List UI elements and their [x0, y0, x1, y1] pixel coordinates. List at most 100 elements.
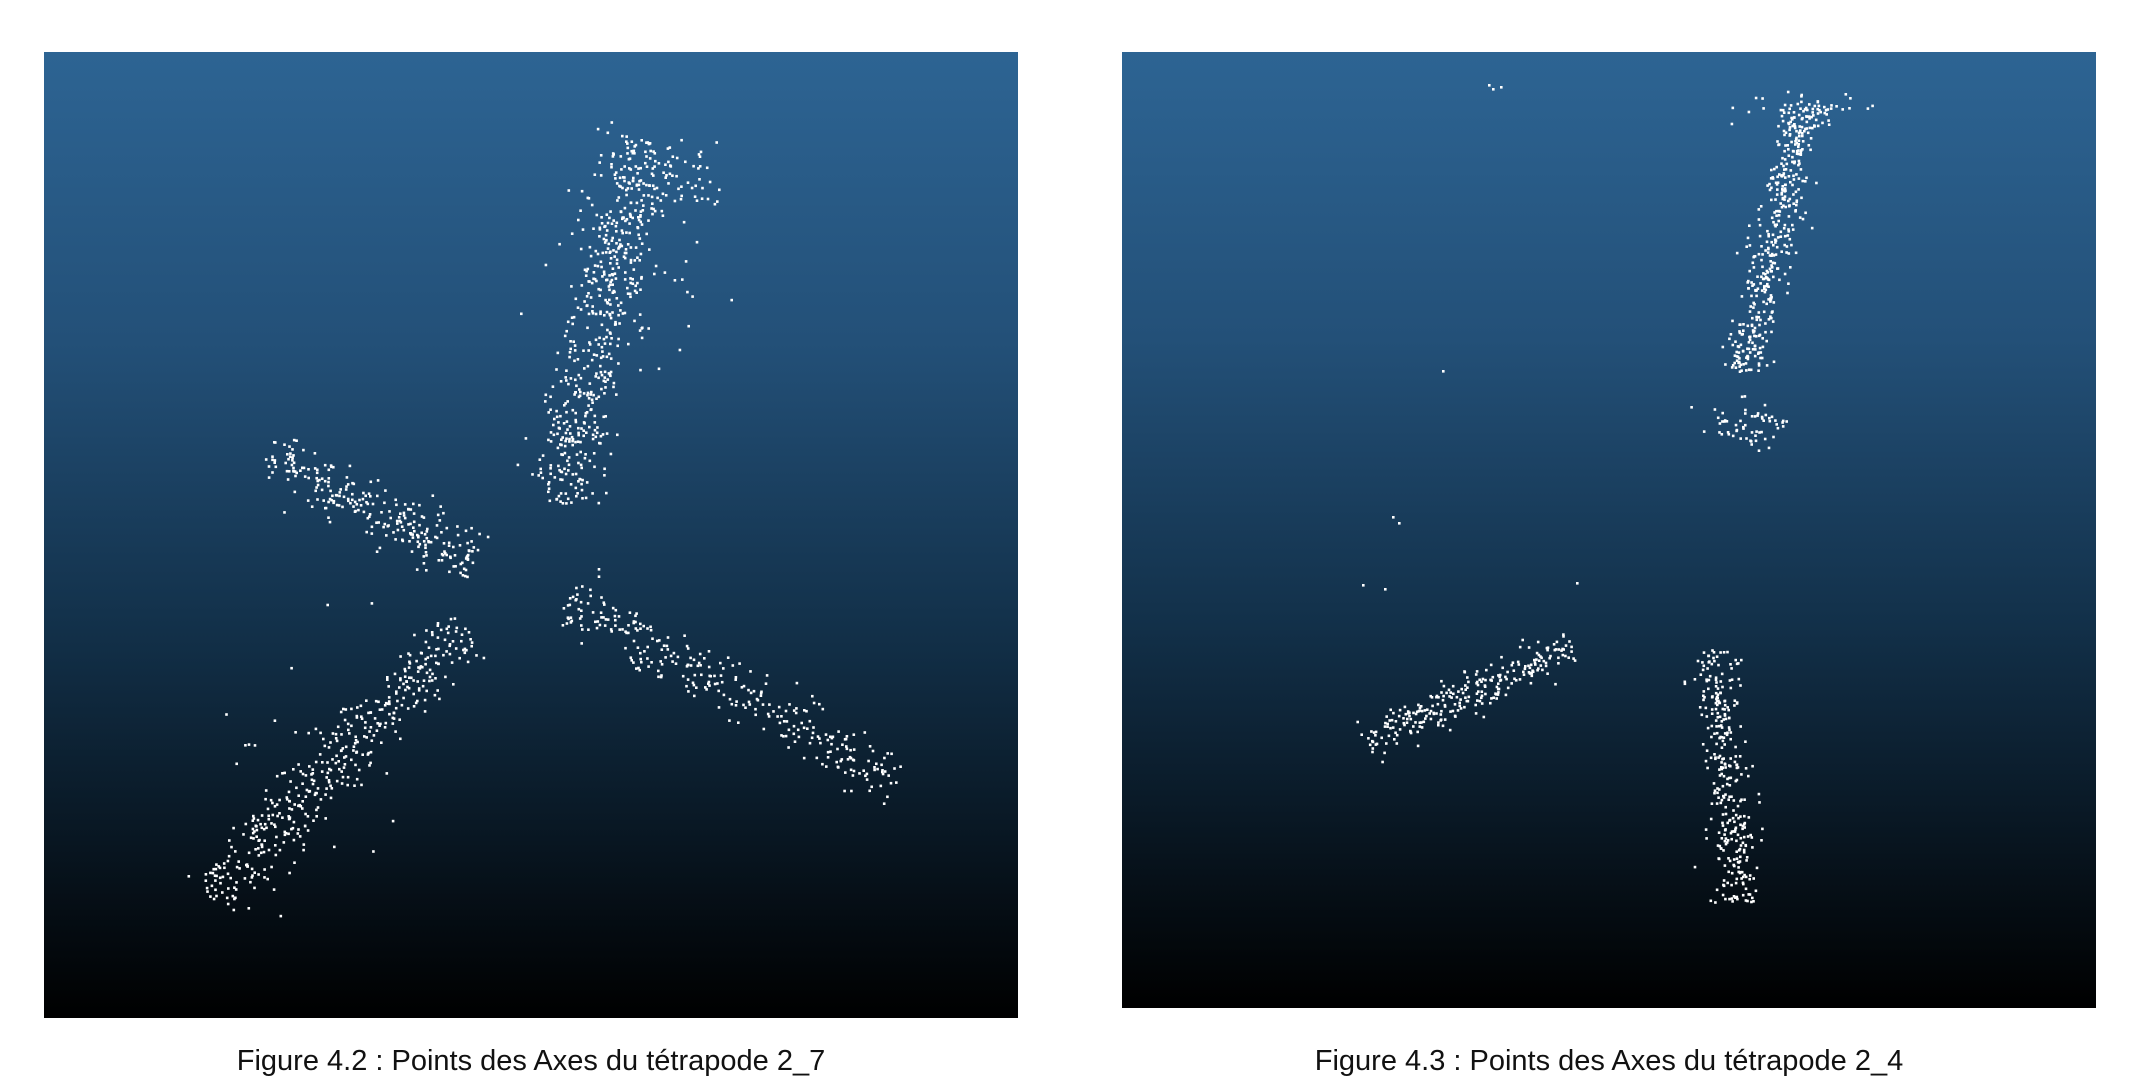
cloud-point — [1765, 289, 1768, 292]
cloud-point — [649, 157, 652, 160]
cloud-point — [425, 569, 428, 572]
cloud-point — [416, 568, 419, 571]
cloud-point — [1755, 316, 1758, 319]
cloud-point — [765, 682, 768, 685]
cloud-point — [280, 915, 283, 918]
cloud-point — [762, 703, 765, 706]
cloud-point — [312, 768, 315, 771]
cloud-point — [1752, 331, 1755, 334]
cloud-point — [560, 380, 563, 383]
cloud-point — [1736, 355, 1739, 358]
cloud-point — [587, 268, 590, 271]
cloud-point — [627, 243, 630, 246]
cloud-point — [635, 246, 638, 249]
cloud-point — [525, 437, 528, 440]
cloud-point — [654, 160, 657, 163]
cloud-point — [452, 683, 455, 686]
cloud-point — [1718, 788, 1721, 791]
cloud-point — [616, 222, 619, 225]
cloud-point — [289, 816, 292, 819]
cloud-point — [1749, 338, 1752, 341]
cloud-point — [587, 392, 590, 395]
cloud-point — [837, 766, 840, 769]
cloud-point — [1409, 731, 1412, 734]
cloud-point — [698, 153, 701, 156]
cloud-point — [387, 524, 390, 527]
cloud-point — [581, 585, 584, 588]
cloud-point — [1530, 682, 1533, 685]
cloud-point — [753, 690, 756, 693]
cloud-point — [363, 511, 366, 514]
cloud-point — [229, 877, 232, 880]
cloud-point — [1701, 714, 1704, 717]
cloud-point — [685, 685, 688, 688]
cloud-point — [212, 872, 215, 875]
cloud-point — [1745, 245, 1748, 248]
cloud-point — [356, 716, 359, 719]
cloud-point — [660, 674, 663, 677]
cloud-point — [1786, 292, 1789, 295]
cloud-point — [1702, 743, 1705, 746]
cloud-point — [1775, 210, 1778, 213]
cloud-point — [1406, 721, 1409, 724]
cloud-point — [718, 189, 721, 192]
cloud-point — [340, 770, 343, 773]
cloud-point — [1460, 707, 1463, 710]
cloud-point — [603, 338, 606, 341]
cloud-point — [1784, 206, 1787, 209]
cloud-point — [611, 273, 614, 276]
cloud-point — [639, 623, 642, 626]
cloud-point — [1807, 132, 1810, 135]
cloud-point — [370, 726, 373, 729]
cloud-point — [1737, 345, 1740, 348]
cloud-point — [614, 173, 617, 176]
cloud-point — [1430, 718, 1433, 721]
cloud-point — [639, 288, 642, 291]
cloud-point — [594, 264, 597, 267]
cloud-point — [883, 757, 886, 760]
cloud-point — [299, 469, 302, 472]
cloud-point — [375, 700, 378, 703]
cloud-point — [603, 273, 606, 276]
cloud-point — [558, 495, 561, 498]
cloud-point — [418, 504, 421, 507]
cloud-point — [646, 627, 649, 630]
cloud-point — [1758, 324, 1761, 327]
cloud-point — [632, 177, 635, 180]
cloud-point — [605, 336, 608, 339]
cloud-point — [1772, 436, 1775, 439]
cloud-point — [1388, 719, 1391, 722]
cloud-point — [1801, 180, 1804, 183]
cloud-point — [437, 514, 440, 517]
cloud-point — [580, 248, 583, 251]
cloud-point — [557, 352, 560, 355]
point-cloud-panel-tetrapode-2-4 — [1122, 52, 2096, 1008]
cloud-point — [368, 764, 371, 767]
cloud-point — [418, 689, 421, 692]
cloud-point — [1478, 679, 1481, 682]
cloud-point — [629, 293, 632, 296]
cloud-point — [1736, 252, 1739, 255]
cloud-point — [623, 165, 626, 168]
cloud-point — [1703, 696, 1706, 699]
cloud-point — [796, 682, 799, 685]
cloud-point — [798, 736, 801, 739]
cloud-point — [1797, 149, 1800, 152]
cloud-point — [428, 541, 431, 544]
cloud-point — [352, 749, 355, 752]
cloud-point — [634, 285, 637, 288]
cloud-point — [1721, 420, 1724, 423]
cloud-point — [1757, 369, 1760, 372]
cloud-point — [1804, 180, 1807, 183]
cloud-point — [595, 250, 598, 253]
cloud-point — [314, 452, 317, 455]
cloud-point — [611, 239, 614, 242]
cloud-point — [345, 708, 348, 711]
cloud-point — [667, 182, 670, 185]
cloud-point — [850, 790, 853, 793]
cloud-point — [615, 251, 618, 254]
cloud-point — [305, 774, 308, 777]
cloud-point — [396, 520, 399, 523]
cloud-point — [1721, 412, 1724, 415]
cloud-point — [1789, 126, 1792, 129]
